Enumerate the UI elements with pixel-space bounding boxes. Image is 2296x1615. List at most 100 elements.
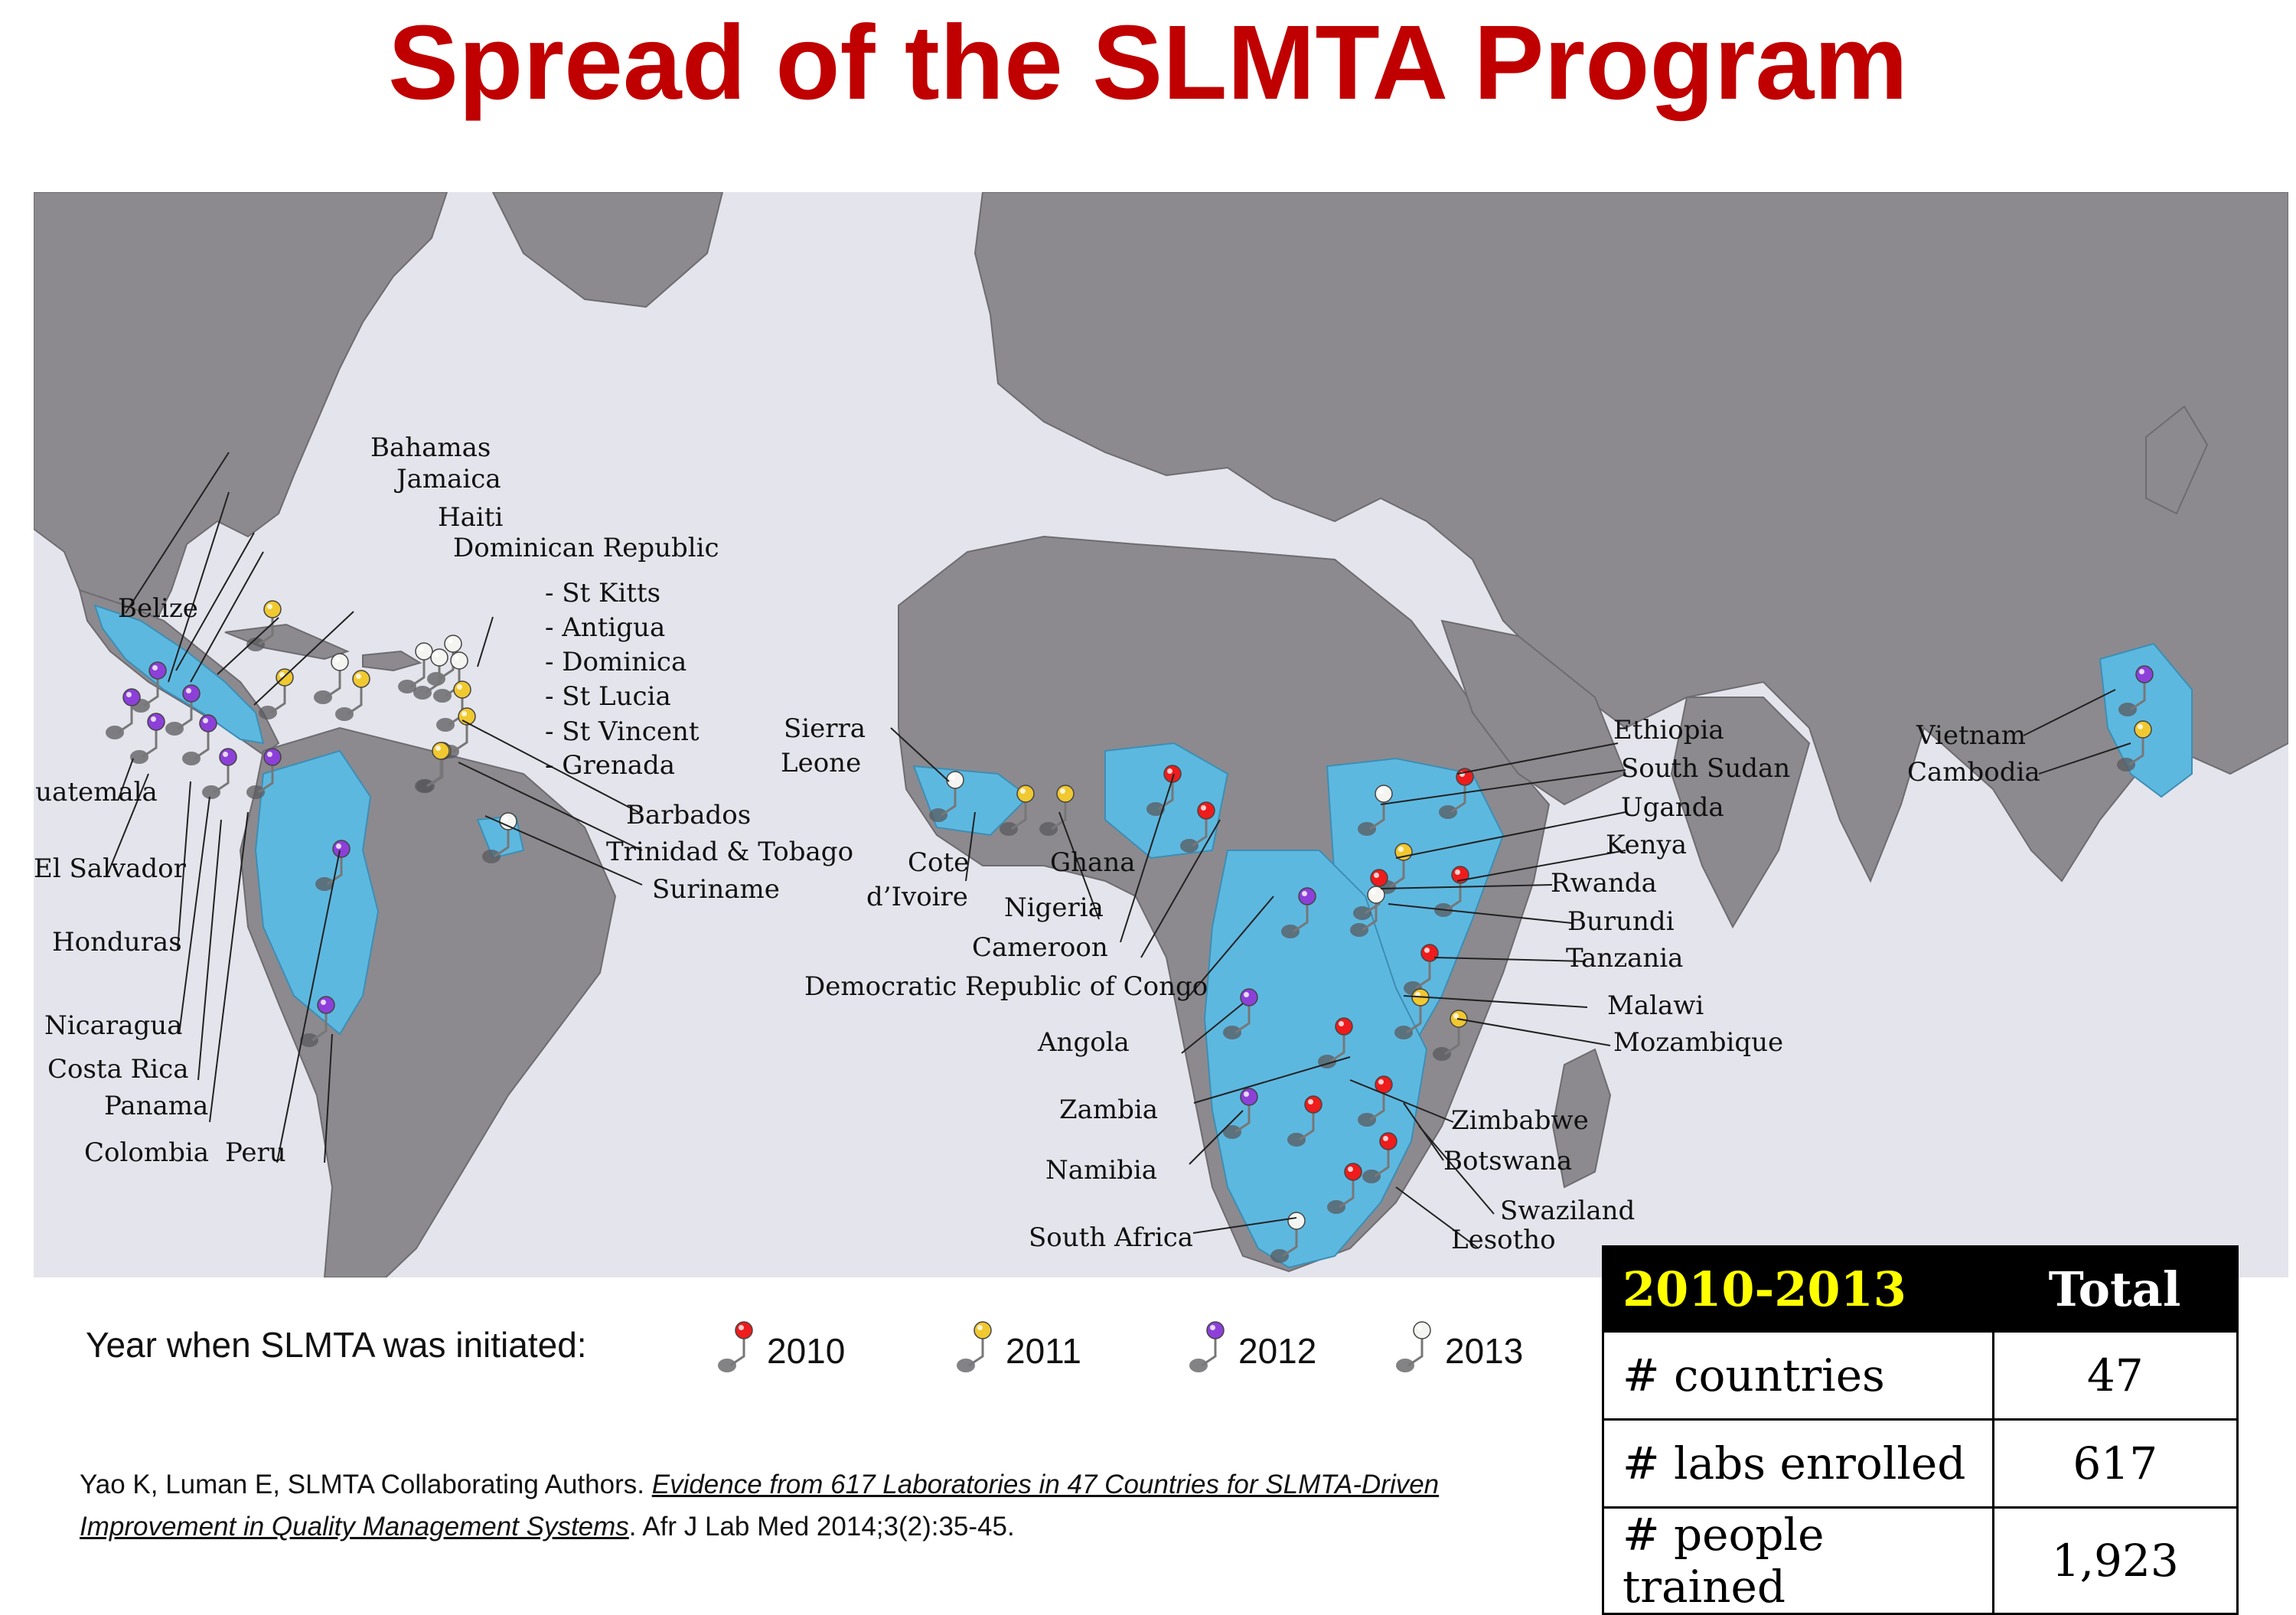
- colombia-peru-highlight: [254, 749, 380, 1036]
- central-south-africa-highlight: [1203, 850, 1428, 1269]
- label-leone: Leone: [781, 748, 861, 778]
- label-burundi: Burundi: [1567, 906, 1675, 937]
- label-tanzania: Tanzania: [1566, 943, 1683, 974]
- label-honduras: Honduras: [52, 927, 182, 958]
- label-mozambique: Mozambique: [1613, 1027, 1783, 1058]
- pin-layer: [106, 600, 2154, 1263]
- pin-nicaragua: [182, 714, 217, 765]
- stats-period-header: 2010-2013: [1603, 1246, 1993, 1332]
- label-malawi: Malawi: [1607, 990, 1704, 1021]
- pin-angola: [1223, 988, 1258, 1039]
- label-barbados: Barbados: [626, 800, 751, 830]
- label-colombia: Colombia: [84, 1137, 209, 1168]
- label-ghana: Ghana: [1050, 847, 1136, 878]
- india: [1670, 697, 1811, 929]
- pin-belize: [132, 661, 167, 713]
- label-belize: Belize: [118, 593, 198, 624]
- arabia: [1440, 619, 1627, 806]
- label-south-sudan: South Sudan: [1621, 753, 1790, 784]
- stats-value: 1,923: [1991, 1506, 2238, 1614]
- label-rwanda: Rwanda: [1551, 868, 1657, 899]
- label-suriname: Suriname: [652, 874, 780, 905]
- stats-table: 2010-2013 Total # countries 47 # labs en…: [1602, 1245, 2239, 1615]
- label-bahamas: Bahamas: [370, 432, 491, 463]
- pin-south-africa: [1270, 1212, 1306, 1263]
- pin-jamaica: [259, 668, 294, 719]
- citation-title-link[interactable]: Evidence from 617 Laboratories in 47 Cou…: [80, 1470, 1440, 1542]
- label-st-kitts: - St Kitts: [545, 578, 660, 608]
- pin-peru: [300, 996, 335, 1047]
- label-cote: Cote: [908, 847, 969, 878]
- pin-dominica: [413, 648, 448, 700]
- label-angola: Angola: [1037, 1027, 1130, 1058]
- legend-pin-icon: [957, 1321, 992, 1372]
- label-swaziland: Swaziland: [1500, 1196, 1635, 1226]
- legend-year: 2012: [1238, 1331, 1317, 1371]
- label-zambia: Zambia: [1059, 1095, 1158, 1125]
- citation-authors: Yao K, Luman E, SLMTA Collaborating Auth…: [80, 1470, 652, 1499]
- stats-label: # countries: [1603, 1330, 1993, 1420]
- pin-sierra-leone: [929, 771, 964, 822]
- hispaniola: [362, 650, 422, 672]
- world-map: Bahamas Jamaica Haiti Dominican Republic…: [34, 192, 2288, 1277]
- label-costa-rica: Costa Rica: [47, 1054, 188, 1085]
- label-st-lucia: - St Lucia: [545, 681, 671, 712]
- greenland: [491, 192, 724, 308]
- pin-panama: [246, 748, 282, 799]
- madagascar: [1551, 1048, 1612, 1189]
- label-trinidad: Trinidad & Tobago: [606, 837, 853, 867]
- legend-label: Year when SLMTA was initiated:: [86, 1325, 587, 1365]
- pin-suriname: [482, 812, 517, 863]
- label-vietnam: Vietnam: [1916, 720, 2026, 751]
- pin-burundi: [1350, 886, 1385, 937]
- legend-pin-icon: [1396, 1321, 1431, 1372]
- pin-el-salvador: [130, 713, 165, 764]
- pin-st-kitts: [398, 642, 433, 693]
- pin-swaziland: [1362, 1132, 1397, 1183]
- label-cambodia: Cambodia: [1907, 757, 2040, 788]
- stats-row-people: # people trained 1,923: [1603, 1506, 2238, 1614]
- label-el-salvador: El Salvador: [34, 853, 187, 884]
- label-sierra: Sierra: [784, 713, 866, 744]
- label-ethiopia: Ethiopia: [1613, 715, 1724, 746]
- pin-honduras: [165, 684, 201, 736]
- legend-year: 2011: [1006, 1331, 1081, 1371]
- label-grenada: - Grenada: [545, 750, 675, 781]
- legend-item-2011: 2011: [928, 1315, 1096, 1384]
- label-guatemala: Guatemala: [34, 777, 158, 808]
- label-dominica: - Dominica: [545, 647, 687, 677]
- label-zimbabwe: Zimbabwe: [1451, 1105, 1589, 1136]
- legend-pin-2010: [718, 1321, 753, 1372]
- stats-row-countries: # countries 47: [1603, 1330, 2238, 1420]
- label-jamaica: Jamaica: [394, 464, 501, 494]
- pin-lesotho: [1327, 1163, 1362, 1214]
- legend-pin-2012: [1189, 1321, 1225, 1372]
- pin-democratic-republic-of-congo: [1281, 887, 1316, 938]
- leader-lines: [106, 452, 2131, 1249]
- label-lesotho: Lesotho: [1451, 1225, 1556, 1255]
- stats-total-header: Total: [1993, 1246, 2238, 1332]
- legend-item-2012: 2012: [1160, 1315, 1329, 1384]
- pin-st-vincent: [436, 680, 471, 732]
- label-haiti: Haiti: [438, 502, 503, 533]
- pin-dominican-republic: [335, 670, 370, 721]
- pin-trinidad-tobago: [415, 742, 450, 793]
- pin-colombia: [315, 840, 351, 891]
- pin-tanzania: [1404, 944, 1439, 995]
- label-panama: Panama: [104, 1091, 208, 1121]
- pin-south-sudan: [1358, 785, 1393, 836]
- label-antigua: - Antigua: [545, 612, 665, 643]
- label-nigeria: Nigeria: [1004, 892, 1104, 923]
- stats-label: # labs enrolled: [1603, 1418, 1993, 1508]
- pin-haiti: [314, 653, 349, 704]
- citation-journal: . Afr J Lab Med 2014;3(2):35-45.: [628, 1512, 1015, 1542]
- pin-cote-d-ivoire: [1000, 785, 1035, 836]
- label-divoire: d’Ivoire: [866, 882, 968, 912]
- pin-botswana: [1287, 1095, 1322, 1147]
- stats-header-row: 2010-2013 Total: [1603, 1246, 2238, 1332]
- eurasia: [974, 192, 2288, 883]
- legend-item-2010: 2010: [689, 1315, 857, 1384]
- label-nicaragua: Nicaragua: [44, 1010, 182, 1041]
- pin-cameroon: [1180, 801, 1215, 853]
- pin-vietnam: [2118, 665, 2154, 716]
